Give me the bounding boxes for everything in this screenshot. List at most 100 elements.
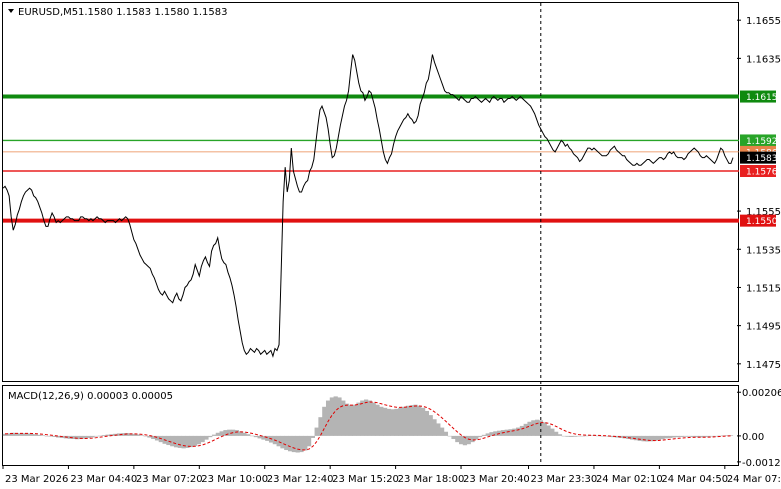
time-tick-label: 24 Mar 02:10 [596,474,663,485]
macd-bar [508,429,513,436]
price-tick-label: 1.1655 [746,16,781,27]
macd-bar [717,435,722,437]
macd-bar [424,410,430,436]
macd-bar [443,431,449,436]
macd-bar [360,400,365,436]
macd-bar [154,435,160,441]
macd-bar [523,423,528,436]
macd-bar [728,435,734,436]
macd-bar [253,435,258,438]
macd-bar [204,435,209,440]
macd-bar [33,434,38,436]
macd-bar [725,435,730,436]
macd-bar [721,435,726,436]
macd-bar [614,435,620,438]
macd-bar [656,435,661,441]
macd-bar [352,404,357,436]
macd-bar [287,435,293,452]
macd-bar [402,406,407,436]
level-label-box-4 [740,214,776,227]
macd-bar [375,404,380,436]
macd-bar [516,427,521,436]
macd-bar [546,425,551,436]
macd-bar [215,432,220,436]
macd-bar [379,406,384,436]
macd-bar [234,430,239,436]
macd-bar [466,435,471,445]
macd-bar [325,400,331,436]
macd-bar [128,433,133,436]
macd-bar [299,435,304,453]
macd-bar [363,399,369,436]
time-tick-label: 24 Mar 07:30 [727,474,781,485]
symbol-timeframe[interactable]: EURUSD,M5 [18,7,78,18]
macd-bar [565,435,570,437]
macd-bar [709,435,715,437]
macd-bar [668,435,673,438]
macd-bar [2,433,8,436]
macd-signal-line [4,401,732,451]
macd-bar [580,435,585,437]
symbol-dropdown-icon[interactable] [8,9,14,13]
ohlc-readout: 1.1580 1.1583 1.1580 1.1583 [78,7,228,18]
macd-bar [170,435,175,447]
current-price-box [740,151,776,164]
macd-bar [557,434,563,436]
macd-bar [116,433,122,436]
macd-bar [322,406,327,436]
macd-bar [447,435,452,437]
macd-bar [337,397,342,436]
level-label-0: 1.1615 [746,93,778,103]
macd-bar [633,435,639,441]
macd-bar [489,432,494,436]
macd-bar [348,405,353,436]
price-y-ticks: 1.1655 1.1635 1.1555 1.1535 1.1515 1.1495 1.14… [737,16,781,371]
macd-title: MACD(12,26,9) 0.00003 0.00005 [8,391,173,402]
macd-bar [550,428,555,436]
macd-bar [694,435,699,438]
macd-bar [538,420,544,436]
macd-bar [166,435,171,446]
macd-bar [690,435,696,437]
macd-bar [713,435,718,437]
macd-bar [413,404,418,436]
macd-bar [143,435,148,437]
macd-bar [147,435,152,438]
macd-bar [6,433,11,436]
macd-bar [641,435,646,442]
macd-bar [14,432,19,436]
macd-bar [687,435,692,437]
macd-bar [576,435,582,437]
price-tick-label: 1.1535 [746,245,781,256]
macd-bar [25,433,30,436]
macd-bar [71,435,76,440]
macd-bar [569,435,574,437]
macd-bar [554,431,559,436]
macd-bar [173,435,179,448]
time-tick-label: 23 Mar 10:00 [201,474,268,485]
macd-bar [227,429,232,436]
macd-bar [595,435,601,437]
macd-bar [52,435,57,437]
macd-bar [120,433,125,436]
macd-bar [535,419,540,436]
macd-bar [56,435,61,438]
macd-bar [531,420,536,436]
macd-bar [421,407,426,436]
macd-bar [371,402,376,436]
macd-bar [512,428,517,436]
macd-bar [67,435,72,439]
macd-bar [18,433,23,436]
macd-bar [386,408,392,436]
macd-bar [652,435,658,441]
macd-bar [177,435,182,448]
macd-bar [101,435,106,436]
macd-bar [238,431,243,436]
macd-bar [542,422,547,436]
time-tick-label: 24 Mar 04:50 [661,474,728,485]
macd-bar [409,405,414,436]
macd-bar [208,435,213,438]
macd-bar [504,429,509,436]
